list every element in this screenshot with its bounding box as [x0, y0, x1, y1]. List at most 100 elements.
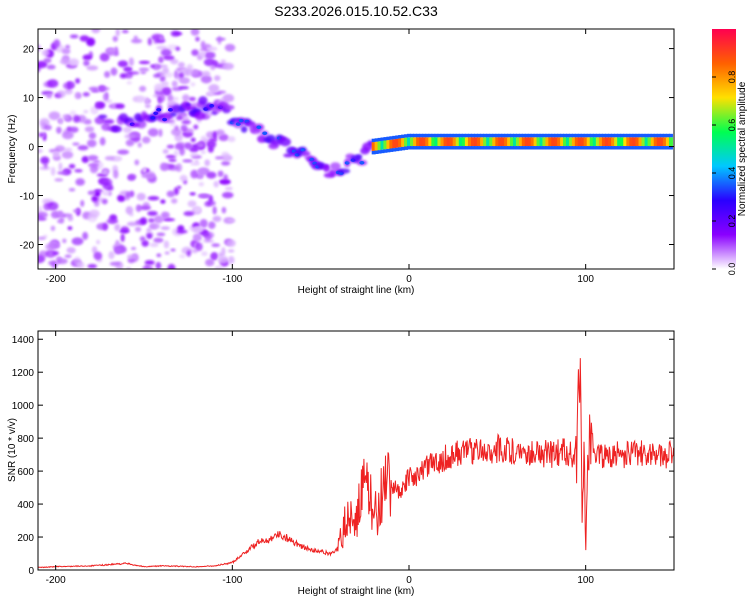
heat-blob — [195, 36, 200, 42]
heat-blob — [101, 198, 108, 205]
heat-blob — [98, 86, 110, 91]
heat-blob — [144, 97, 150, 105]
heat-line-edge — [489, 133, 494, 138]
heat-line-edge — [632, 133, 637, 138]
y-tick-label: 0 — [28, 566, 34, 577]
heat-line-cell — [611, 137, 616, 147]
heat-line-edge — [586, 133, 591, 138]
heat-blob — [75, 178, 85, 186]
heat-blob — [48, 111, 61, 121]
heat-blob — [170, 248, 176, 252]
heat-line-edge — [527, 133, 532, 138]
heat-blob — [69, 110, 77, 117]
heat-line-edge — [665, 146, 670, 150]
heat-blob — [119, 73, 127, 79]
heat-blob — [222, 94, 235, 103]
heat-blob — [77, 145, 89, 151]
heat-blob — [217, 255, 229, 264]
colorbar: 0.0 0.2 0.4 0.6 0.8 Normalized spectral ampl… — [712, 29, 748, 275]
heat-blob — [129, 190, 135, 198]
heat-blob — [175, 46, 181, 51]
heat-line-edge — [401, 134, 406, 139]
heat-blob — [57, 210, 64, 217]
heat-line-edge — [592, 146, 597, 150]
heat-blob — [139, 205, 152, 211]
heat-blob — [62, 238, 67, 244]
heat-blob — [134, 159, 140, 166]
heat-blob — [156, 45, 168, 50]
heat-blob — [160, 226, 170, 231]
heat-blob — [190, 82, 196, 87]
heat-line-cell — [568, 137, 573, 147]
heat-blob — [198, 96, 208, 106]
heat-line-edge — [539, 133, 544, 138]
heat-line-edge — [395, 135, 400, 139]
heat-blob — [53, 39, 61, 48]
heat-line-edge — [416, 133, 421, 138]
heat-line-cell — [536, 137, 541, 147]
heat-blob — [103, 70, 111, 78]
heat-blob — [56, 90, 66, 98]
heat-blob — [153, 215, 164, 224]
heat-blob — [68, 163, 76, 169]
heat-line-edge — [611, 133, 616, 138]
heat-blob — [196, 169, 207, 175]
heat-line-edge — [407, 146, 411, 150]
heat-line-cell — [398, 138, 403, 148]
heat-line-edge — [489, 146, 494, 150]
heat-blob — [135, 204, 142, 212]
heat-blob — [176, 115, 183, 121]
heat-line-edge — [501, 146, 506, 150]
heat-blob — [128, 57, 135, 67]
heat-line-cell — [437, 137, 442, 147]
heat-blob — [137, 142, 142, 148]
heat-blob — [226, 239, 236, 248]
heat-line-edge — [583, 146, 588, 150]
heat-line-edge — [492, 146, 497, 150]
heat-blob — [125, 205, 134, 215]
heat-line-edge — [595, 133, 600, 138]
heat-line-cell — [464, 137, 469, 147]
heat-line-edge — [632, 146, 637, 150]
heat-line-edge — [638, 133, 643, 138]
snr-y-label: SNR (10 * v/v) — [7, 418, 18, 482]
y-tick-label: 200 — [17, 533, 34, 544]
heat-line-edge — [533, 146, 538, 150]
heat-line-cell — [574, 137, 579, 147]
heat-blob — [84, 126, 95, 133]
heat-line-edge — [470, 146, 475, 150]
heat-line-cell — [545, 137, 550, 147]
heat-blob — [38, 250, 48, 259]
heat-line-cell — [656, 137, 661, 147]
heat-line-edge — [571, 133, 576, 138]
heat-line-cell — [470, 137, 475, 147]
heat-line-cell — [665, 137, 670, 147]
heat-blob — [178, 72, 184, 78]
heat-line-edge — [404, 146, 409, 150]
heat-blob — [205, 258, 215, 267]
heat-line-edge — [480, 146, 485, 150]
heat-line-edge — [464, 146, 469, 150]
heat-blob — [221, 151, 230, 160]
heat-line-edge — [626, 146, 631, 150]
heat-line-edge — [477, 146, 482, 150]
heat-line-edge — [548, 146, 553, 150]
heat-blob — [193, 124, 199, 130]
heat-line-cell — [554, 137, 559, 147]
heat-line-edge — [452, 133, 457, 138]
heat-blob — [86, 139, 97, 148]
heat-blob — [160, 199, 166, 204]
heat-line-edge — [545, 133, 550, 138]
heat-line-edge — [515, 133, 520, 138]
heat-line-edge — [653, 146, 658, 150]
heat-blob — [114, 246, 122, 255]
heat-blob — [208, 84, 220, 93]
heat-blob — [192, 233, 203, 242]
heat-line-edge — [608, 146, 613, 150]
heat-feature-descending-streak — [226, 117, 374, 178]
heat-line-edge — [480, 133, 485, 138]
heat-blob — [50, 225, 56, 232]
heat-blob — [201, 251, 208, 257]
heat-blob — [323, 164, 331, 173]
heat-line-edge — [557, 133, 562, 138]
